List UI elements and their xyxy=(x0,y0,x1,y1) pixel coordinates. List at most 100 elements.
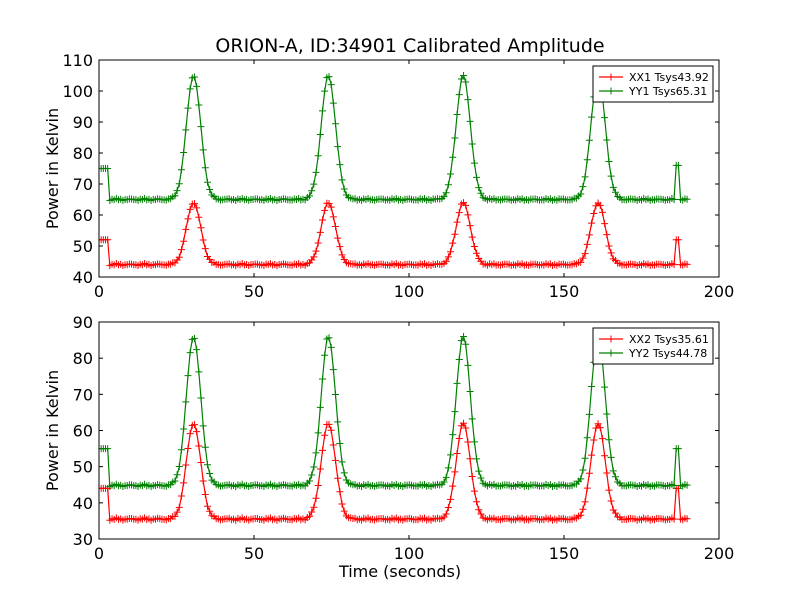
data-point xyxy=(180,237,188,245)
data-point xyxy=(583,156,591,164)
data-point xyxy=(305,192,313,200)
data-point xyxy=(329,213,337,221)
data-point xyxy=(579,183,587,191)
data-point xyxy=(186,85,194,93)
legend-label: XX2 Tsys35.61 xyxy=(629,333,709,346)
data-point xyxy=(585,231,593,239)
x-tick-label: 0 xyxy=(94,282,104,301)
data-point xyxy=(453,379,461,387)
data-point xyxy=(104,236,112,244)
data-point xyxy=(674,445,682,453)
data-point xyxy=(190,200,198,208)
y-tick-label: 40 xyxy=(73,494,93,513)
data-point xyxy=(460,72,468,80)
data-point xyxy=(670,482,678,490)
data-point xyxy=(316,465,324,473)
data-point xyxy=(195,368,203,376)
data-point xyxy=(674,236,682,244)
data-point xyxy=(340,469,348,477)
data-point xyxy=(173,471,181,479)
data-point xyxy=(201,245,209,253)
data-point xyxy=(334,418,342,426)
data-point xyxy=(603,469,611,477)
data-point xyxy=(598,208,606,216)
data-point xyxy=(466,455,474,463)
data-point xyxy=(588,383,596,391)
data-point xyxy=(327,203,335,211)
data-point xyxy=(199,236,207,244)
data-point xyxy=(175,463,183,471)
data-point xyxy=(477,474,485,482)
x-tick-label: 100 xyxy=(394,544,425,563)
data-point xyxy=(603,410,611,418)
data-point xyxy=(340,185,348,193)
data-point xyxy=(177,166,185,174)
data-point xyxy=(583,240,591,248)
data-point xyxy=(451,230,459,238)
data-point xyxy=(310,180,318,188)
data-point xyxy=(588,113,596,121)
x-tick-label: 200 xyxy=(704,282,735,301)
data-point xyxy=(466,388,474,396)
data-point xyxy=(325,334,333,342)
data-point xyxy=(683,260,691,268)
data-point xyxy=(329,441,337,449)
data-point xyxy=(104,445,112,453)
data-point xyxy=(683,515,691,523)
data-point xyxy=(338,458,346,466)
data-point xyxy=(332,456,340,464)
data-point xyxy=(310,503,318,511)
y-tick-label: 90 xyxy=(73,313,93,332)
data-point xyxy=(455,355,463,363)
data-point xyxy=(193,204,201,212)
data-point xyxy=(314,481,322,489)
data-point xyxy=(336,243,344,251)
data-point xyxy=(468,472,476,480)
data-point xyxy=(440,478,448,486)
data-point xyxy=(605,242,613,250)
y-tick-label: 70 xyxy=(73,175,93,194)
data-point xyxy=(609,467,617,475)
data-point xyxy=(588,451,596,459)
data-point xyxy=(186,205,194,213)
data-point xyxy=(325,199,333,207)
x-axis-label: Time (seconds) xyxy=(338,562,461,581)
data-point xyxy=(186,349,194,357)
data-point xyxy=(308,508,316,516)
data-point xyxy=(312,247,320,255)
data-point xyxy=(310,463,318,471)
data-point xyxy=(180,425,188,433)
data-point xyxy=(607,172,615,180)
y-tick-label: 110 xyxy=(62,51,93,70)
data-point xyxy=(334,143,342,151)
data-point xyxy=(442,257,450,265)
data-point xyxy=(444,464,452,472)
x-tick-label: 150 xyxy=(549,282,580,301)
data-point xyxy=(184,215,192,223)
data-point xyxy=(336,488,344,496)
data-point xyxy=(319,216,327,224)
data-point xyxy=(447,170,455,178)
data-point xyxy=(470,487,478,495)
data-point xyxy=(611,188,619,196)
legend-label: XX1 Tsys43.92 xyxy=(629,71,709,84)
data-point xyxy=(447,248,455,256)
data-point xyxy=(596,424,604,432)
y-tick-label: 50 xyxy=(73,237,93,256)
data-point xyxy=(468,415,476,423)
data-point xyxy=(449,153,457,161)
data-point xyxy=(444,503,452,511)
y-tick-label: 60 xyxy=(73,422,93,441)
legend-marker xyxy=(607,87,615,95)
data-point xyxy=(596,201,604,209)
data-point xyxy=(305,512,313,520)
data-point xyxy=(449,431,457,439)
data-point xyxy=(319,446,327,454)
data-point xyxy=(449,239,457,247)
legend-marker xyxy=(607,73,615,81)
data-point xyxy=(312,449,320,457)
data-point xyxy=(312,168,320,176)
legend-box xyxy=(592,65,714,103)
data-point xyxy=(197,394,205,402)
